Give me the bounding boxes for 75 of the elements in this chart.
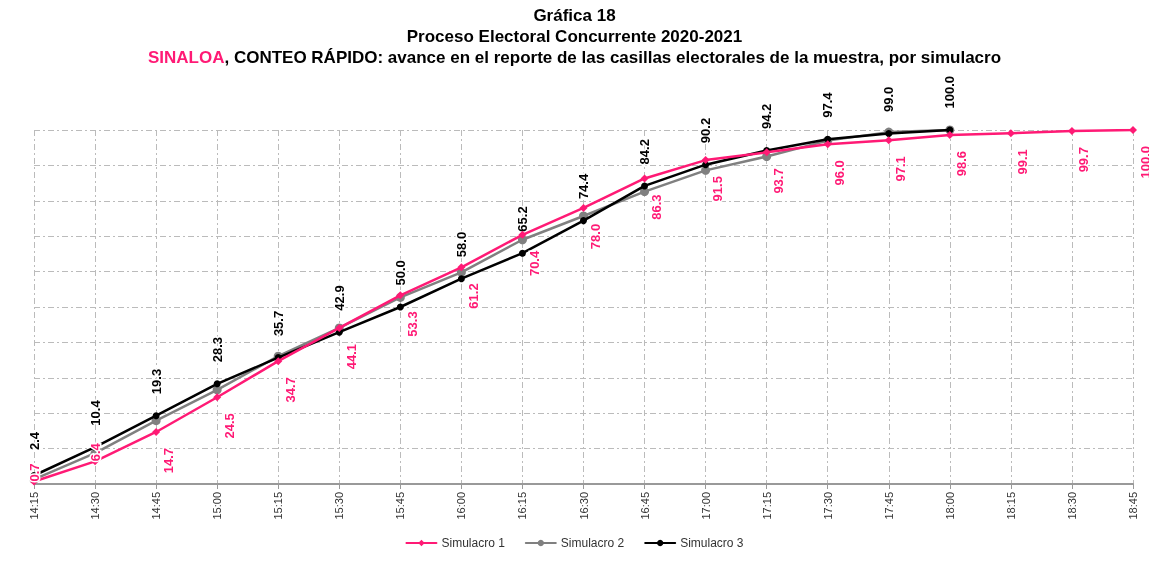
data-label: 74.4 [576, 173, 591, 200]
legend-label: Simulacro 1 [441, 536, 506, 550]
data-label: 50.0 [392, 260, 408, 286]
x-tick-label: 17:00 [699, 492, 712, 520]
x-tick-label: 16:30 [577, 492, 590, 520]
x-tick-label: 17:30 [821, 492, 834, 520]
data-label: 19.3 [148, 368, 164, 395]
x-tick-label: 15:45 [394, 492, 407, 520]
data-label: 28.3 [209, 337, 225, 363]
data-label: 93.7 [771, 168, 787, 194]
data-label: 99.7 [1076, 147, 1092, 173]
x-tick-label: 15:30 [333, 492, 346, 520]
data-label: 98.6 [954, 150, 970, 177]
data-label: 90.2 [698, 117, 714, 144]
point [213, 380, 221, 388]
data-label: 84.2 [637, 139, 653, 165]
x-tick-label: 14:15 [28, 492, 40, 520]
point [701, 156, 710, 165]
data-label: 34.7 [282, 377, 298, 403]
data-label: 100.0 [1137, 146, 1149, 179]
x-tick-label: 18:30 [1065, 492, 1078, 520]
x-tick-label: 16:45 [638, 492, 651, 520]
data-label: 65.2 [514, 206, 530, 232]
data-label: 97.4 [820, 91, 836, 118]
data-label: 91.5 [710, 176, 726, 202]
data-label: 99.0 [881, 86, 897, 113]
point [1129, 126, 1137, 134]
x-tick-label: 18:45 [1127, 492, 1139, 520]
point [457, 263, 466, 272]
point [152, 412, 160, 420]
data-label: 42.9 [331, 285, 347, 311]
x-tick-label: 15:15 [272, 492, 285, 520]
point [884, 136, 893, 145]
x-tick-label: 17:45 [882, 492, 895, 520]
data-label: 53.3 [404, 311, 420, 337]
point [396, 303, 404, 311]
data-label: 94.2 [759, 103, 775, 130]
chart-title: Gráfica 18 Proceso Electoral Concurrente 2020-2021 [406, 6, 743, 46]
x-tick-label: 15:00 [211, 492, 224, 520]
data-label: 96.0 [832, 160, 848, 186]
data-label: 10.4 [87, 399, 103, 426]
data-label: 44.1 [343, 343, 359, 370]
legend-label: Simulacro 3 [680, 536, 744, 550]
x-tick-label: 16:15 [516, 492, 529, 520]
point [580, 217, 587, 225]
x-tick-label: 18:15 [1004, 492, 1017, 520]
x-tick-label: 17:15 [760, 492, 773, 520]
data-label: 78.0 [588, 223, 603, 250]
data-label: 61.2 [465, 283, 481, 309]
data-label: 2.4 [26, 431, 42, 450]
data-label: 24.5 [221, 413, 237, 439]
data-label: 86.3 [649, 194, 665, 220]
point [579, 203, 588, 212]
data-label: 99.1 [1015, 149, 1031, 175]
point [518, 249, 526, 257]
data-label: 97.1 [893, 156, 909, 182]
point [641, 182, 649, 190]
point [640, 174, 649, 183]
point [152, 427, 161, 436]
point [823, 140, 832, 149]
data-label: 100.0 [942, 75, 958, 109]
x-tick-label: 14:45 [150, 492, 163, 520]
point [213, 393, 222, 402]
point [1006, 129, 1015, 138]
data-label: 14.7 [160, 447, 176, 474]
point [457, 275, 465, 283]
data-label: 70.4 [526, 250, 542, 277]
x-tick-label: 14:30 [89, 492, 102, 520]
x-tick-label: 18:00 [943, 492, 956, 520]
point [274, 357, 283, 366]
legend-label: Simulacro 2 [560, 536, 625, 550]
data-label: 58.0 [453, 231, 469, 258]
x-tick-label: 16:00 [455, 492, 468, 520]
data-label: 35.7 [270, 310, 286, 337]
chart-subtitle: SINALOA, CONTEO RÁPIDO: avance en el reporte de las casillas electorales de la muestra, por simulacro [147, 48, 1002, 67]
